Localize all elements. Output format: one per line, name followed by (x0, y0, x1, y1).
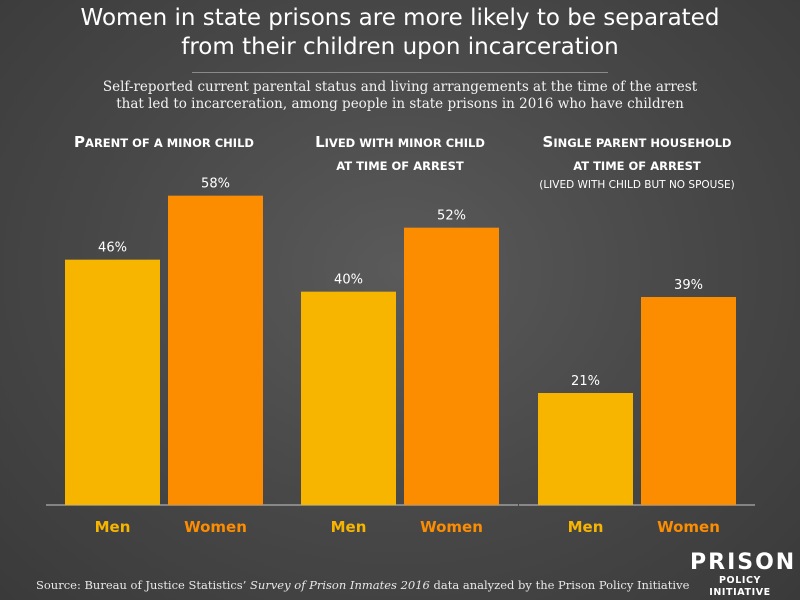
chart-title-line-2: from their children upon incarceration (181, 34, 619, 60)
category-label-2-women: Women (420, 518, 483, 536)
value-label-1-women: 58% (201, 177, 230, 192)
logo-line-2: POLICY INITIATIVE (709, 575, 771, 598)
value-label-2-women: 52% (437, 209, 466, 224)
bar-2-men (301, 291, 396, 505)
panel-title-3-line-2: AT TIME OF ARREST (573, 159, 701, 173)
bar-3-men (538, 393, 633, 505)
category-label-3-women: Women (657, 518, 720, 536)
bar-1-men (65, 259, 160, 505)
chart-subtitle-line-1: Self-reported current parental status an… (102, 79, 698, 95)
bar-1-women (168, 195, 263, 505)
chart-title-line-1: Women in state prisons are more likely t… (80, 5, 720, 31)
panel-title-1-line-1: PARENT OF A MINOR CHILD (74, 133, 254, 151)
value-label-1-men: 46% (98, 241, 127, 256)
panel-title-2-line-2: AT TIME OF ARREST (336, 159, 464, 173)
logo-line-1: PRISON (690, 550, 797, 575)
category-label-1-men: Men (95, 518, 131, 536)
source-suffix: data analyzed by the Prison Policy Initi… (429, 578, 690, 592)
panel-title-2-line-1: LIVED WITH MINOR CHILD (315, 133, 485, 151)
chart-title: Women in state prisons are more likely t… (0, 4, 800, 62)
source-prefix: Source: Bureau of Justice Statistics’ (36, 578, 251, 592)
panel-note-3: (LIVED WITH CHILD BUT NO SPOUSE) (539, 179, 735, 191)
source-survey-name: Survey of Prison Inmates 2016 (250, 578, 430, 592)
chart-subtitle: Self-reported current parental status an… (0, 79, 800, 113)
panel-title-3-line-1: SINGLE PARENT HOUSEHOLD (543, 133, 732, 151)
prison-policy-initiative-logo: PRISON POLICY INITIATIVE (690, 550, 797, 599)
source-note: Source: Bureau of Justice Statistics’ Su… (36, 578, 689, 592)
value-label-2-men: 40% (334, 273, 363, 288)
category-label-1-women: Women (184, 518, 247, 536)
bar-2-women (404, 227, 499, 505)
value-label-3-women: 39% (674, 278, 703, 293)
category-label-2-men: Men (331, 518, 367, 536)
bar-3-women (641, 297, 736, 505)
chart-subtitle-line-2: that led to incarceration, among people … (116, 96, 684, 112)
category-label-3-men: Men (568, 518, 604, 536)
value-label-3-men: 21% (571, 374, 600, 389)
title-divider (192, 72, 608, 73)
